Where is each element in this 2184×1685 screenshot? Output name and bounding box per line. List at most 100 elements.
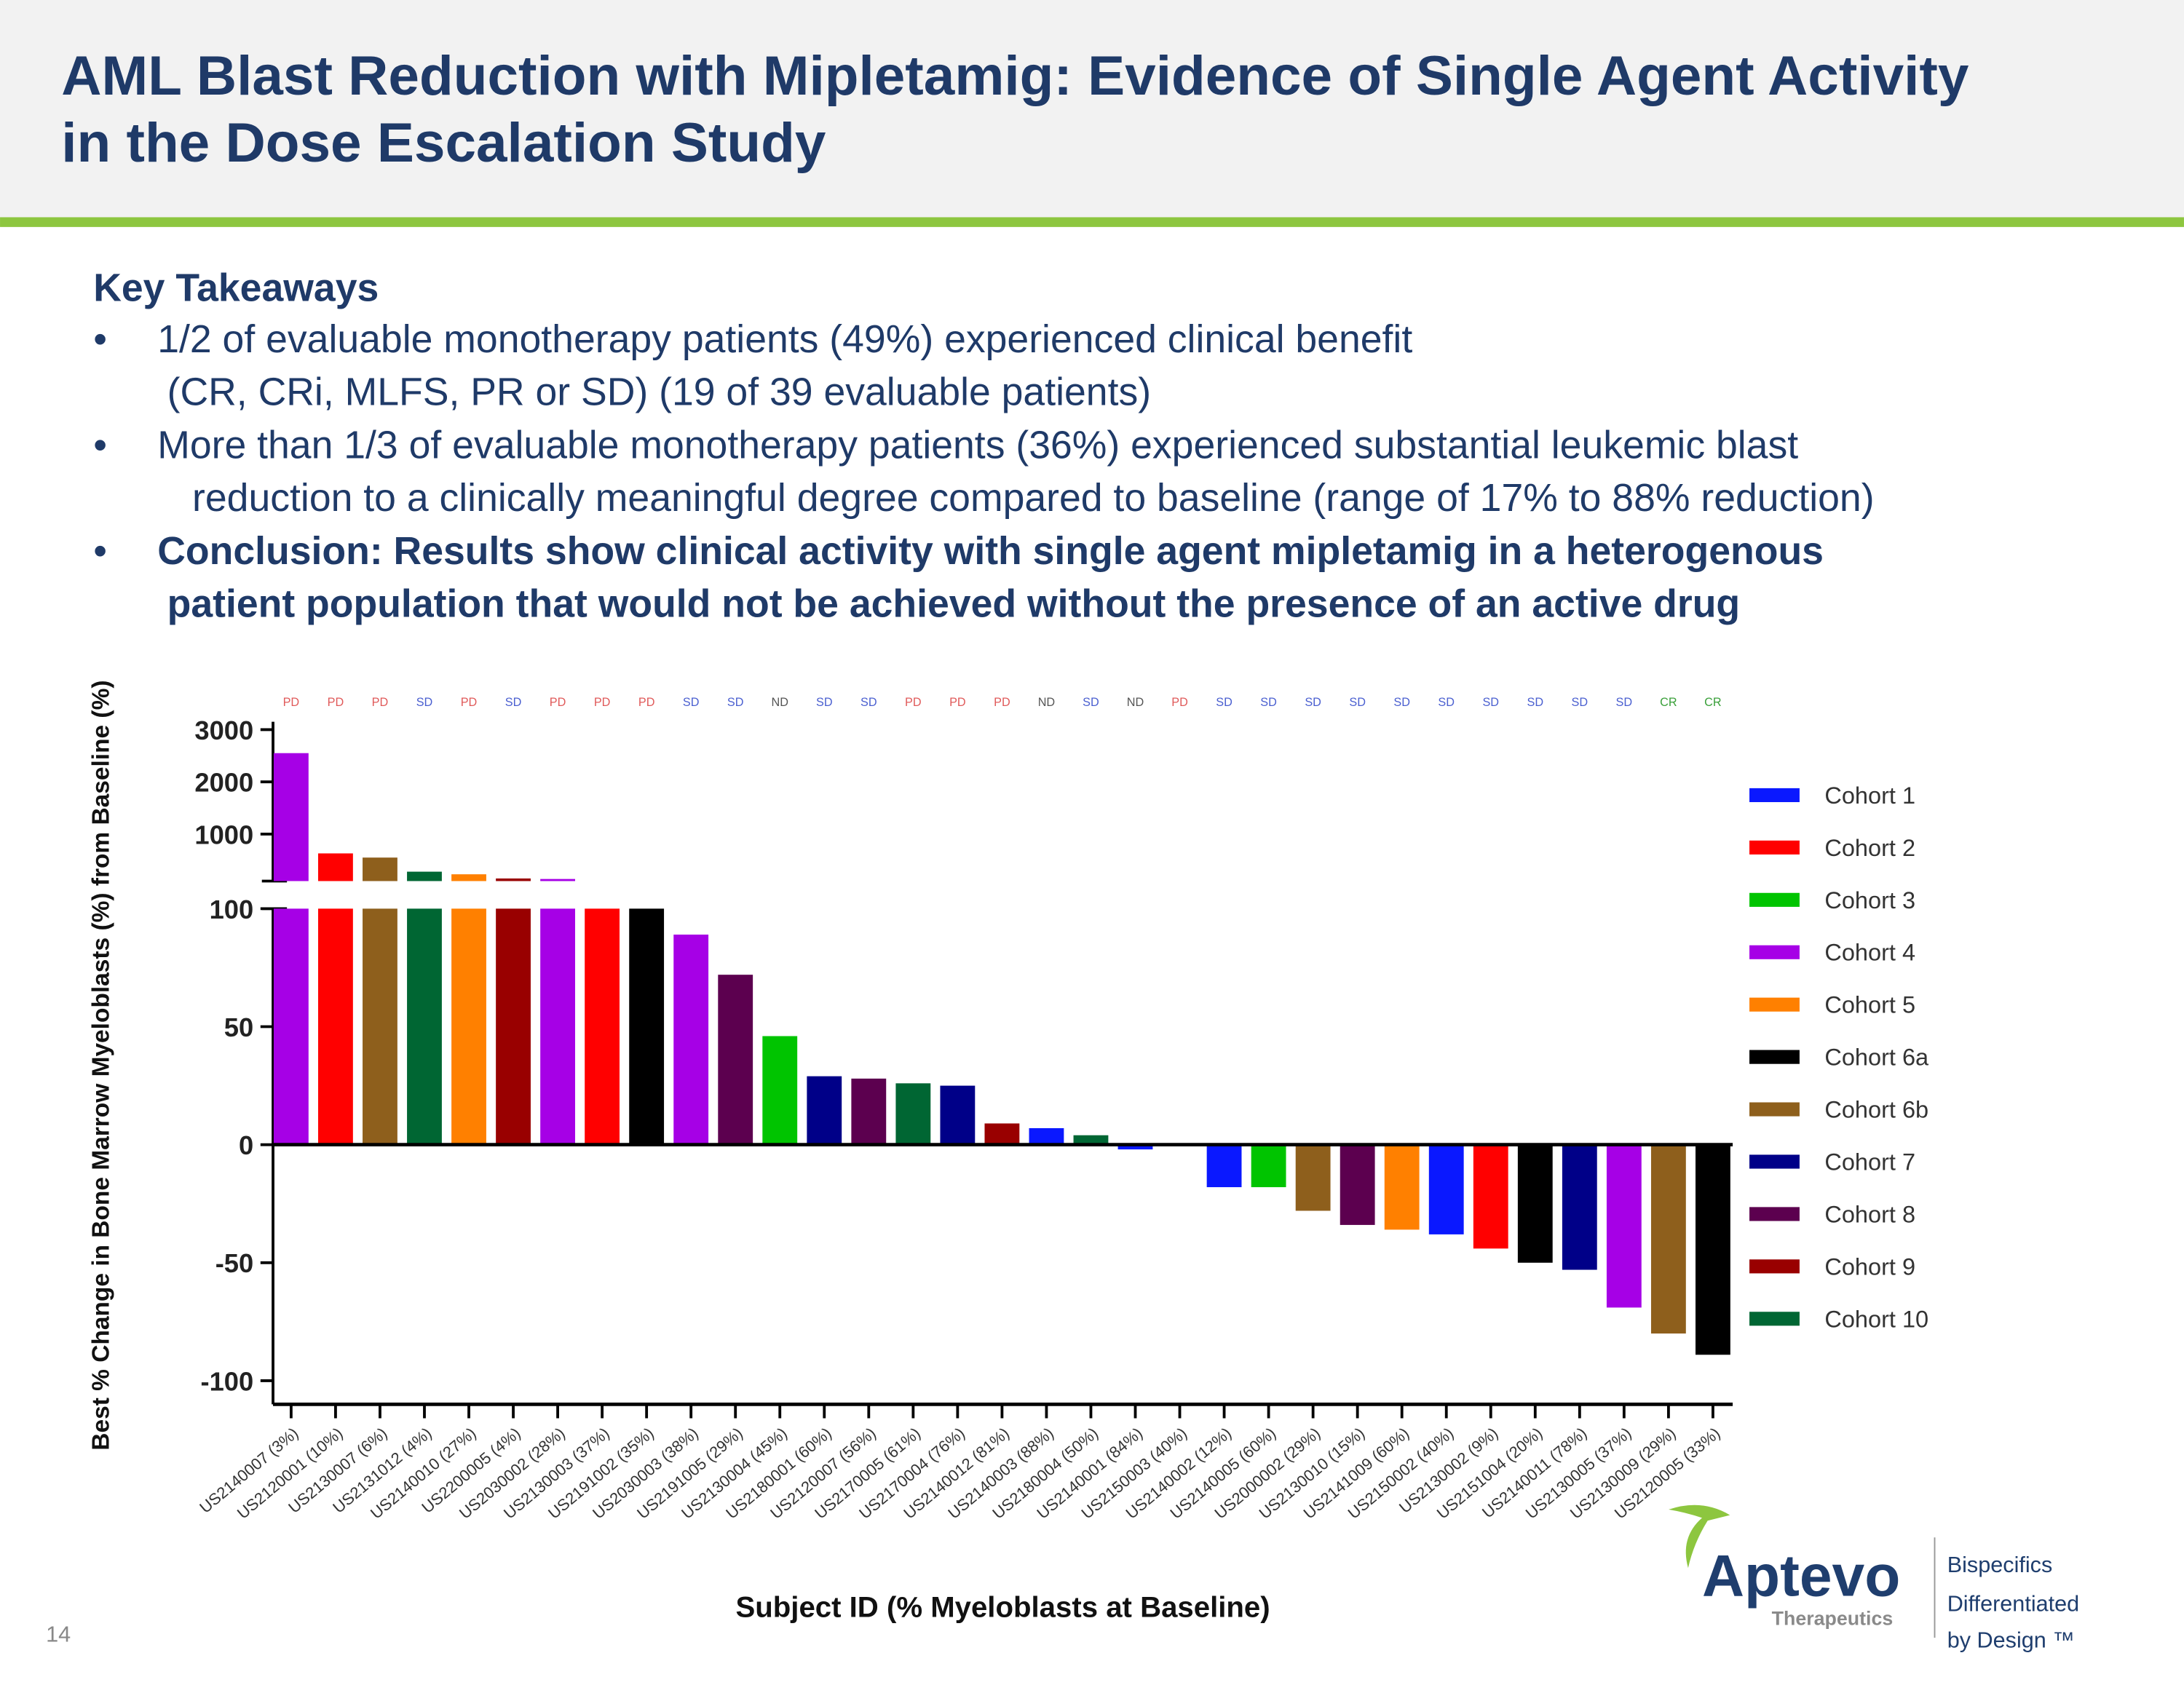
response-label: SD [1216,696,1233,709]
y-tick-label: 50 [224,1012,253,1042]
response-label: SD [683,696,700,709]
bar [1073,1135,1109,1145]
bullet-text: More than 1/3 of evaluable monotherapy p… [157,424,1798,467]
response-label: ND [772,696,788,709]
bar-upper [407,871,442,881]
y-tick-label: 0 [239,1130,253,1160]
bar [273,908,309,1145]
legend-label: Cohort 3 [1824,887,1915,913]
y-axis-title: Best % Change in Bone Marrow Myeloblasts… [87,681,114,1451]
bullet-text: 1/2 of evaluable monotherapy patients (4… [157,318,1412,361]
response-label: SD [1393,696,1410,709]
response-label: PD [550,696,566,709]
legend-swatch [1749,840,1800,855]
tagline: Differentiated [1947,1592,2080,1617]
response-label: SD [1438,696,1455,709]
bullet: • [93,424,107,467]
response-label: PD [594,696,611,709]
legend-swatch [1749,1050,1800,1064]
response-label: SD [1083,696,1099,709]
bar-upper [496,878,531,881]
bar [585,908,620,1145]
response-label: PD [461,696,478,709]
bullet: • [93,318,107,361]
y-tick-label: -50 [215,1248,254,1278]
response-label: SD [1527,696,1543,709]
legend-label: Cohort 2 [1824,835,1915,861]
response-label: PD [372,696,389,709]
bar [318,908,353,1145]
bar [718,975,753,1145]
legend-swatch [1749,997,1800,1012]
bar [1029,1127,1064,1145]
response-label: ND [1127,696,1144,709]
y-tick-label: 3000 [194,715,253,745]
bar [1428,1144,1464,1234]
legend-swatch [1749,945,1800,959]
legend-label: Cohort 10 [1824,1306,1928,1332]
y-tick-label: 1000 [194,820,253,849]
legend-label: Cohort 4 [1824,940,1915,966]
bar-upper [451,874,486,881]
response-label: PD [949,696,966,709]
y-tick-label: 2000 [194,768,253,798]
bar [363,908,397,1145]
response-label: SD [1572,696,1588,709]
legend-label: Cohort 8 [1824,1201,1915,1227]
bar [451,908,486,1145]
bar [629,908,665,1145]
bar [1650,1144,1686,1334]
bar [807,1076,842,1145]
page-number: 14 [46,1622,71,1647]
bar [1562,1144,1597,1270]
response-label: SD [727,696,744,709]
bar [407,908,442,1145]
y-tick-label: -100 [200,1366,253,1396]
bar [895,1083,931,1145]
legend-swatch [1749,892,1800,907]
bar-upper [540,879,576,881]
response-label: PD [905,696,922,709]
bullet-text: patient population that would not be ach… [167,583,1741,626]
bullet-text: reduction to a clinically meaningful deg… [192,477,1875,520]
bar [1695,1144,1730,1355]
bar [1340,1144,1375,1225]
bar-upper [273,753,309,881]
tagline: Bispecifics [1947,1553,2053,1577]
response-label: PD [328,696,344,709]
legend-swatch [1749,788,1800,803]
response-label: PD [638,696,655,709]
bar [1295,1144,1331,1211]
bar [673,935,709,1145]
bar [940,1085,976,1145]
response-label: CR [1660,696,1677,709]
legend-label: Cohort 6a [1824,1044,1929,1071]
bar [984,1123,1020,1145]
legend-swatch [1749,1259,1800,1274]
bullet-text: (CR, CRi, MLFS, PR or SD) (19 of 39 eval… [167,371,1151,414]
bar [1384,1144,1420,1230]
response-label: ND [1038,696,1055,709]
response-label: SD [416,696,433,709]
logo-sub: Therapeutics [1772,1608,1894,1630]
legend-label: Cohort 5 [1824,992,1915,1018]
bar [496,908,531,1145]
legend-label: Cohort 9 [1824,1253,1915,1280]
bar [762,1036,798,1145]
bar [1251,1144,1286,1188]
title: in the Dose Escalation Study [61,112,826,174]
tagline: by Design ™ [1947,1627,2075,1652]
response-label: SD [816,696,833,709]
header-band [0,0,2184,218]
response-label: SD [1616,696,1633,709]
bar [1606,1144,1642,1308]
bar [1473,1144,1508,1249]
bar [540,908,576,1145]
bar [1206,1144,1242,1188]
logo-name: Aptevo [1702,1544,1900,1609]
bar-upper [363,857,397,881]
legend-swatch [1749,1207,1800,1221]
response-label: PD [1171,696,1188,709]
legend-label: Cohort 6b [1824,1097,1928,1123]
takeaways-heading: Key Takeaways [93,266,379,309]
